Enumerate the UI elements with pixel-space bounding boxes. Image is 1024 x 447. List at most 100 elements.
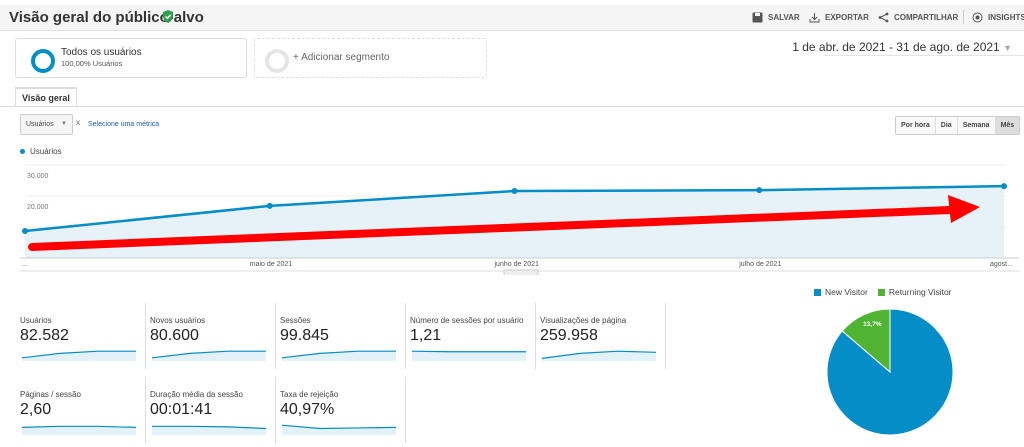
legend-dot <box>20 149 25 154</box>
segment-all-users[interactable]: Todos os usuários 100,00% Usuários <box>15 38 247 78</box>
metric-label: Taxa de rejeição <box>280 389 339 399</box>
pie-slice-1 <box>841 308 891 374</box>
trend-arrow-head <box>948 195 980 223</box>
granularity-month[interactable]: Mês <box>995 117 1020 134</box>
verified-shield-icon <box>163 10 173 23</box>
share-button[interactable]: COMPARTILHAR <box>878 12 958 23</box>
metric-label: Páginas / sessão <box>20 389 81 399</box>
expand-chart-handle <box>503 269 539 275</box>
metric-value: Usuários <box>26 121 54 128</box>
legend-returning-visitor: Returning Visitor <box>877 287 952 297</box>
metric-label: Número de sessões por usuário <box>410 315 524 325</box>
sparkline-line <box>152 350 266 359</box>
segment-placeholder-icon <box>265 49 289 73</box>
sparkline-line <box>22 425 136 428</box>
remove-metric-button[interactable]: x <box>76 118 80 127</box>
legend-label: New Visitor <box>825 287 868 297</box>
metric-card[interactable]: Sessões 99.845 <box>280 303 406 369</box>
sparkline-area <box>22 426 136 435</box>
x-tick-label: maio de 2021 <box>250 261 293 268</box>
data-point <box>1001 183 1007 190</box>
save-button[interactable]: SALVAR <box>752 12 800 23</box>
metric-value: 2,60 <box>20 401 52 418</box>
granularity-switch: Por hora Dia Semana Mês <box>895 116 1021 135</box>
sparkline-area <box>22 351 136 361</box>
legend-label: Returning Visitor <box>888 287 952 297</box>
x-tick-label: junho de 2021 <box>494 261 539 268</box>
data-point <box>22 228 28 235</box>
chart-legend: Usuários <box>20 147 62 156</box>
metric-card[interactable]: Visualizações de página 259.958 <box>540 303 666 369</box>
sparkline-area <box>282 351 396 361</box>
sparkline-line <box>412 350 526 353</box>
metric-sparkline <box>22 350 136 361</box>
save-icon <box>752 12 763 23</box>
metric-value: 82.582 <box>20 327 69 344</box>
legend-label: Usuários <box>30 147 62 156</box>
sparkline-area <box>282 425 396 435</box>
select-metric-link[interactable]: Selecione uma métrica <box>88 121 160 128</box>
download-icon <box>809 13 820 23</box>
metric-label: Sessões <box>280 315 311 325</box>
insights-button[interactable]: INSIGHTS <box>972 12 1024 23</box>
metric-sparkline <box>542 350 656 361</box>
x-tick-label: julho de 2021 <box>738 261 781 268</box>
date-range-picker[interactable]: 1 de abr. de 2021 - 31 de ago. de 2021 ▼ <box>792 40 1012 54</box>
metric-dropdown[interactable]: Usuários ▼ <box>20 114 73 135</box>
metric-value: 1,21 <box>410 327 442 344</box>
date-underline <box>824 55 1024 56</box>
metric-label: Usuários <box>20 315 52 325</box>
metric-value: 80.600 <box>150 327 199 344</box>
trend-arrow-shaft <box>28 206 954 251</box>
segment-sub: 100,00% Usuários <box>61 59 123 68</box>
page-title: Visão geral do público-alvo <box>9 9 204 26</box>
metrics-grid: Usuários 82.582 Novos usuários 80.600 Sessõe… <box>20 303 670 443</box>
tab-overview[interactable]: Visão geral <box>15 87 77 107</box>
metric-card[interactable]: Número de sessões por usuário 1,21 <box>410 303 536 369</box>
insights-icon <box>972 12 983 23</box>
toolbar-divider <box>963 10 964 24</box>
metric-value: 40,97% <box>280 401 335 418</box>
y-tick-label: 20.000 <box>27 204 49 211</box>
tab-divider <box>0 106 1024 107</box>
x-tick-label: agost... <box>990 261 1013 268</box>
y-tick-label: 30.000 <box>27 173 49 180</box>
metric-sparkline <box>282 350 396 361</box>
metric-card[interactable]: Novos usuários 80.600 <box>150 303 276 369</box>
sparkline-line <box>542 350 656 359</box>
swatch-icon <box>877 289 885 296</box>
visitor-pie-chart: 86,3% 13,7% <box>826 308 954 439</box>
pie-legend: New Visitor Returning Visitor <box>814 287 952 297</box>
metric-label: Novos usuários <box>150 315 206 325</box>
data-point <box>756 187 763 194</box>
add-segment-label: + Adicionar segmento <box>293 52 390 63</box>
metric-card[interactable]: Taxa de rejeição 40,97% <box>280 377 406 443</box>
sparkline-line <box>152 425 266 430</box>
sparkline-area <box>152 426 266 435</box>
export-button[interactable]: EXPORTAR <box>809 12 869 23</box>
metric-card[interactable]: Páginas / sessão 2,60 <box>20 377 146 443</box>
sparkline-area <box>412 351 526 361</box>
metric-card[interactable]: Duração média da sessão 00:01:41 <box>150 377 276 443</box>
sparkline-area <box>542 351 656 361</box>
pie-slice-label: 86,3% <box>918 432 937 439</box>
granularity-hour[interactable]: Por hora <box>896 117 936 134</box>
sparkline-line <box>22 350 136 359</box>
granularity-week[interactable]: Semana <box>957 117 996 134</box>
sparkline-line <box>282 350 396 359</box>
chevron-down-icon: ▼ <box>61 121 67 127</box>
metric-sparkline <box>282 424 396 435</box>
metric-value: 00:01:41 <box>150 401 213 418</box>
metric-sparkline <box>22 425 136 435</box>
metric-sparkline <box>412 350 526 361</box>
metric-card[interactable]: Usuários 82.582 <box>20 303 146 369</box>
metric-value: 99.845 <box>280 327 329 344</box>
segment-name: Todos os usuários <box>61 47 142 58</box>
chevron-down-icon: ▼ <box>1003 43 1012 53</box>
share-icon <box>878 12 889 23</box>
granularity-day[interactable]: Dia <box>935 117 958 134</box>
pie-slice-label: 13,7% <box>863 321 882 328</box>
segment-ring-icon <box>31 49 55 73</box>
add-segment-button[interactable]: + Adicionar segmento <box>254 38 487 78</box>
